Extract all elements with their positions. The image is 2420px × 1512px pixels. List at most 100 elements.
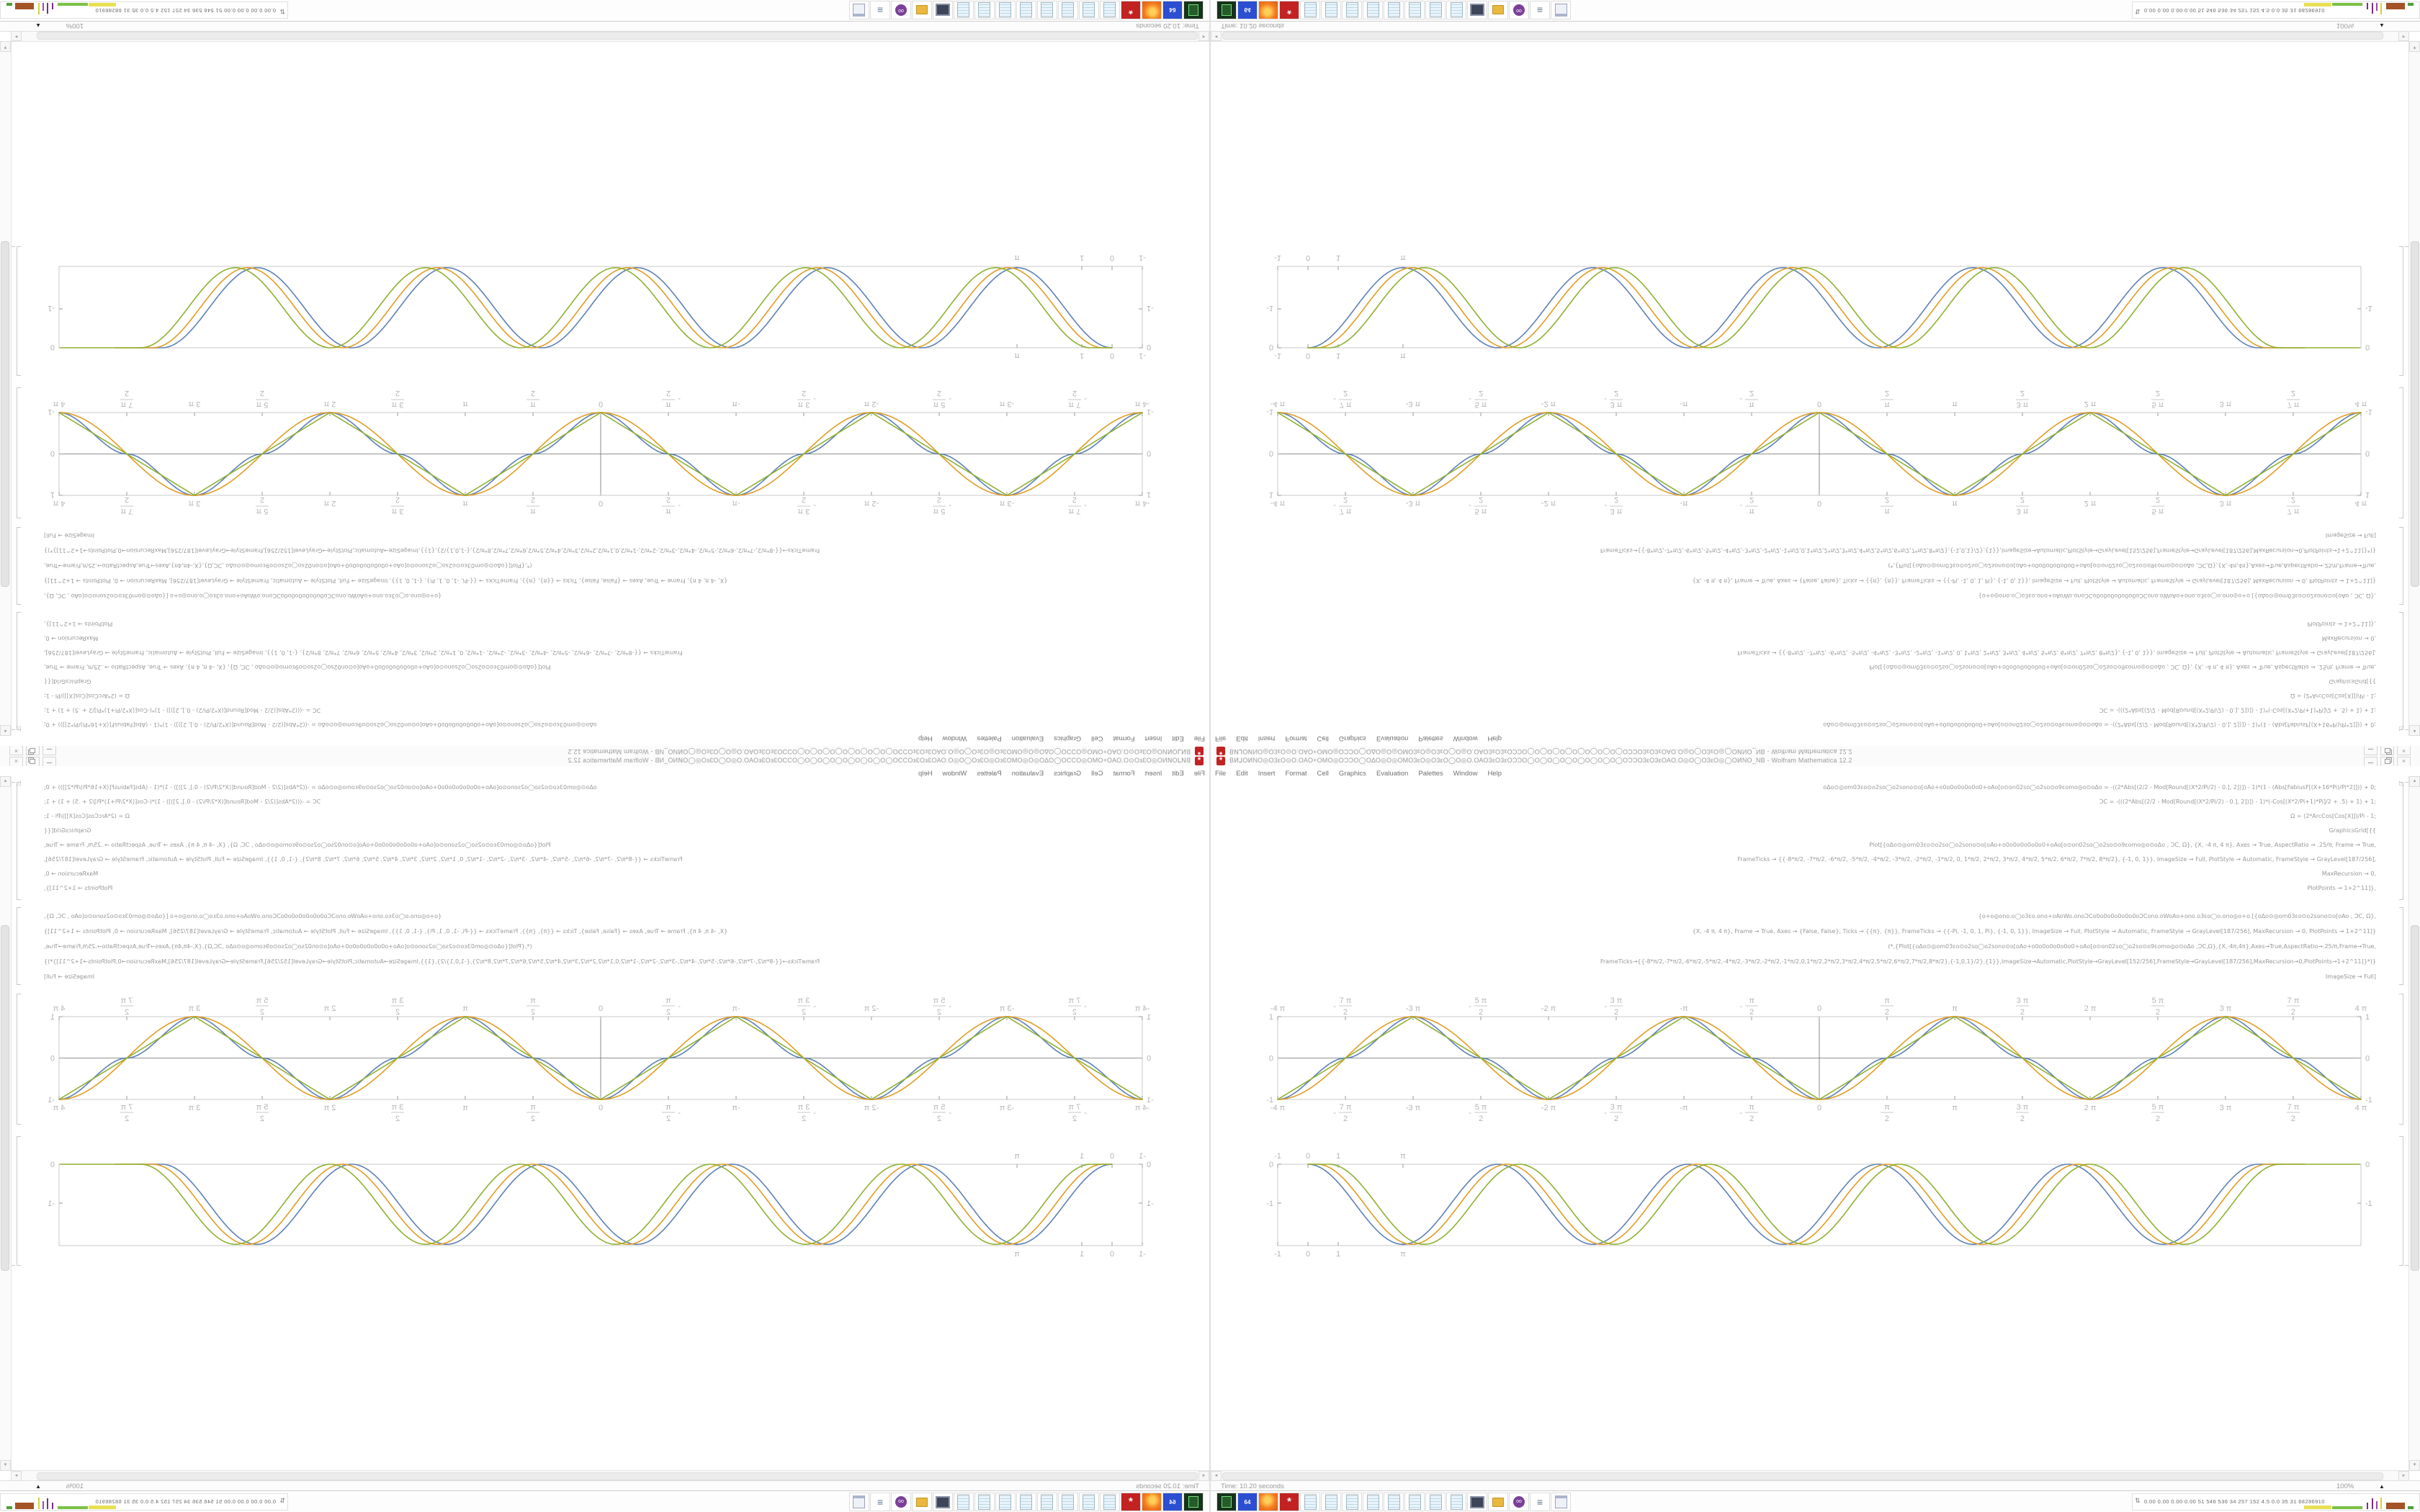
vertical-scroll-thumb[interactable]	[1, 925, 9, 1271]
menu-insert[interactable]: Insert	[1258, 734, 1276, 742]
system-monitor-widget[interactable]: ⇅ 0.00 0.00 0.00 0.00 51 546 536 34 257 …	[0, 1, 288, 19]
horizontal-scrollbar[interactable]: ◂ ▸	[1211, 1470, 2409, 1482]
window-launcher-icon[interactable]	[1551, 1493, 1571, 1511]
input-cell-1[interactable]: oΔo⊙◎om03εo⊙o2so◯o2sono⊙o[oAo+o0o0o0o0o0…	[1211, 616, 2392, 732]
minimize-button[interactable]	[2364, 757, 2378, 767]
menu-format[interactable]: Format	[1113, 734, 1135, 742]
menu-evaluation[interactable]: Evaluation	[1376, 734, 1409, 742]
menu-graphics[interactable]: Graphics	[1054, 734, 1082, 742]
firefox-launcher-icon[interactable]	[1142, 1493, 1162, 1511]
scroll-up-button[interactable]: ▴	[2409, 776, 2420, 787]
notes-launcher-icon[interactable]	[1404, 1493, 1425, 1511]
menu-file[interactable]: File	[1215, 734, 1227, 742]
documents-launcher-icon[interactable]: ≡	[870, 1493, 890, 1511]
plotA-bracket[interactable]	[17, 387, 21, 518]
magnification-popup-icon[interactable]: ▲	[2379, 22, 2385, 29]
notes-launcher-icon[interactable]	[954, 1, 974, 19]
scroll-up-button[interactable]: ▴	[0, 776, 11, 787]
notes-launcher-icon[interactable]	[1384, 1493, 1404, 1511]
scroll-up-button[interactable]: ▴	[2409, 725, 2420, 736]
notes-launcher-icon[interactable]	[1425, 1493, 1446, 1511]
menu-help[interactable]: Help	[1487, 770, 1502, 778]
close-button[interactable]: ×	[9, 757, 23, 767]
scroll-up-button[interactable]: ▴	[0, 725, 11, 736]
notes-launcher-icon[interactable]	[995, 1493, 1016, 1511]
cell1-bracket[interactable]	[2399, 782, 2403, 900]
menu-cell[interactable]: Cell	[1091, 734, 1103, 742]
mathematica-launcher-icon[interactable]: *	[1121, 1, 1141, 19]
mathematica-launcher-icon[interactable]: *	[1121, 1493, 1141, 1511]
notes-launcher-icon[interactable]	[1100, 1, 1120, 19]
window-launcher-icon[interactable]	[849, 1493, 869, 1511]
floppy-64-launcher-icon[interactable]: 64	[1162, 1, 1183, 19]
menu-evaluation[interactable]: Evaluation	[1011, 770, 1044, 778]
notes-launcher-icon[interactable]	[1425, 1, 1446, 19]
menu-edit[interactable]: Edit	[1172, 734, 1184, 742]
input-cell-2[interactable]: {o+o◎ono.o◯o3εo.ono+oAoWo.onoƆCo0o0o0o0o…	[1211, 528, 2392, 603]
scroll-down-button[interactable]: ▾	[0, 1460, 11, 1471]
window-titlebar[interactable]: * BͶ⅃ΟͶNΟ◎Ο3εΟ⊙Ο.ΟΑΟ+ΟΜΟ◎ΟƆƆΟ◯ΟΔΟ◎Ο◎ΟΜΟ3…	[1211, 745, 2420, 756]
plotA-bracket[interactable]	[2399, 387, 2403, 518]
menu-palettes[interactable]: Palettes	[1418, 770, 1443, 778]
restore-button[interactable]	[26, 757, 40, 767]
notes-launcher-icon[interactable]	[1037, 1493, 1057, 1511]
output-plot-wave-comparison[interactable]: -4 π-4 π7 π2-7 π2--3 π-3 π5 π2-5 π2--2 π…	[28, 390, 1180, 521]
system-monitor-widget[interactable]: ⇅ 0.00 0.00 0.00 0.00 51 546 536 34 257 …	[2132, 1493, 2420, 1511]
vertical-scrollbar[interactable]: ▴ ▾	[0, 776, 12, 1471]
menu-format[interactable]: Format	[1285, 770, 1307, 778]
notes-launcher-icon[interactable]	[1321, 1, 1341, 19]
menu-window[interactable]: Window	[942, 770, 967, 778]
close-button[interactable]: ×	[2397, 757, 2411, 767]
magnification-value[interactable]: 100%	[2336, 1482, 2354, 1490]
menu-window[interactable]: Window	[1453, 734, 1478, 742]
close-button[interactable]: ×	[2397, 745, 2411, 755]
scroll-right-button[interactable]: ▸	[11, 30, 22, 41]
scroll-down-button[interactable]: ▾	[0, 41, 11, 52]
minimize-button[interactable]	[2364, 745, 2378, 755]
magnification-popup-icon[interactable]: ▲	[35, 22, 41, 29]
cell1-bracket[interactable]	[2399, 612, 2403, 730]
menu-window[interactable]: Window	[1453, 770, 1478, 778]
notes-launcher-icon[interactable]	[1404, 1, 1425, 19]
notes-launcher-icon[interactable]	[1342, 1, 1362, 19]
computer-launcher-icon[interactable]	[933, 1493, 953, 1511]
menu-edit[interactable]: Edit	[1172, 770, 1184, 778]
menu-insert[interactable]: Insert	[1258, 770, 1276, 778]
floppy-64-launcher-icon[interactable]: 64	[1162, 1493, 1183, 1511]
scroll-right-button[interactable]: ▸	[2398, 30, 2409, 41]
input-cell-2[interactable]: {o+o◎ono.o◯o3εo.ono+oAoWo.onoƆCo0o0o0o0o…	[28, 909, 1209, 984]
floppy-64-launcher-icon[interactable]: 64	[1237, 1493, 1258, 1511]
menu-palettes[interactable]: Palettes	[977, 734, 1002, 742]
input-cell-1[interactable]: oΔo⊙◎om03εo⊙o2so◯o2sono⊙o[oAo+o0o0o0o0o0…	[28, 780, 1209, 896]
computer-launcher-icon[interactable]	[1467, 1, 1487, 19]
chat-launcher-icon[interactable]: oo	[891, 1493, 911, 1511]
magnification-popup-icon[interactable]: ▲	[35, 1483, 41, 1490]
minimize-button[interactable]	[42, 745, 56, 755]
magnification-value[interactable]: 100%	[66, 22, 84, 30]
magnification-value[interactable]: 100%	[2336, 22, 2354, 30]
floppy-64-launcher-icon[interactable]: 64	[1237, 1, 1258, 19]
vertical-scrollbar[interactable]: ▴ ▾	[0, 41, 12, 736]
window-titlebar[interactable]: * BͶ⅃ΟͶNΟ◎Ο3εΟ⊙Ο.ΟΑΟ+ΟΜΟ◎ΟƆƆΟ◯ΟΔΟ◎Ο◎ΟΜΟ3…	[1211, 756, 2420, 767]
firefox-launcher-icon[interactable]	[1258, 1, 1278, 19]
window-titlebar[interactable]: * BͶ⅃ΟͶNΟ◎Ο3εΟ⊙Ο.ΟΑΟ+ΟΜΟ◎ΟƆƆΟ◯ΟΔΟ◎Ο◎ΟΜΟ3…	[0, 756, 1209, 767]
mathematica-launcher-icon[interactable]: *	[1279, 1, 1299, 19]
system-monitor-widget[interactable]: ⇅ 0.00 0.00 0.00 0.00 51 546 536 34 257 …	[0, 1493, 288, 1511]
plotB-bracket[interactable]	[17, 1136, 21, 1266]
notes-launcher-icon[interactable]	[1446, 1493, 1466, 1511]
computer-launcher-icon[interactable]	[1467, 1493, 1487, 1511]
menu-evaluation[interactable]: Evaluation	[1011, 734, 1044, 742]
menu-graphics[interactable]: Graphics	[1338, 734, 1366, 742]
notes-launcher-icon[interactable]	[1363, 1, 1383, 19]
menu-graphics[interactable]: Graphics	[1054, 770, 1082, 778]
magnification-value[interactable]: 100%	[66, 1482, 84, 1490]
window-launcher-icon[interactable]	[1551, 1, 1571, 19]
firefox-launcher-icon[interactable]	[1258, 1493, 1278, 1511]
menu-palettes[interactable]: Palettes	[977, 770, 1002, 778]
computer-launcher-icon[interactable]	[933, 1, 953, 19]
plotA-bracket[interactable]	[2399, 994, 2403, 1125]
notes-launcher-icon[interactable]	[1079, 1493, 1099, 1511]
menu-file[interactable]: File	[1193, 770, 1205, 778]
